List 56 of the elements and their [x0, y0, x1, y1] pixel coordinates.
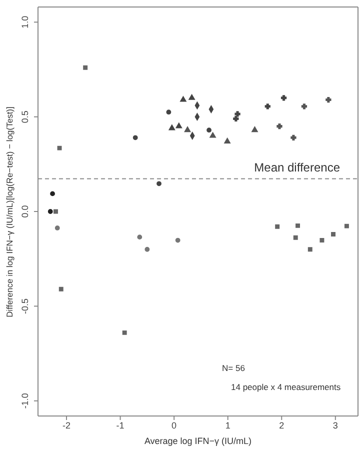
point: [54, 209, 58, 214]
point: [54, 226, 60, 230]
x-tick-label: 3: [332, 420, 338, 430]
point: [144, 246, 150, 252]
point: [326, 96, 332, 103]
y-axis-title: Difference in log IFN−γ (IU/mL)[log(Re−test) − log(Test)]: [4, 106, 14, 317]
point: [57, 146, 62, 150]
point: [180, 96, 186, 102]
point: [344, 224, 349, 228]
point: [293, 235, 298, 240]
x-tick-label: 0: [172, 420, 177, 430]
point: [233, 116, 239, 122]
point: [264, 104, 270, 110]
point: [122, 330, 127, 335]
point: [137, 234, 142, 240]
point: [190, 132, 195, 140]
point: [234, 111, 240, 117]
point: [132, 135, 138, 140]
point: [252, 126, 258, 132]
point: [224, 138, 230, 144]
y-tick-label: 1.0: [20, 16, 30, 28]
point: [83, 65, 88, 70]
point: [331, 232, 336, 236]
y-tick-label: -1.0: [20, 393, 30, 409]
point: [206, 128, 212, 133]
annotation: N= 56: [222, 363, 245, 373]
point: [175, 238, 180, 243]
point: [320, 238, 324, 243]
ref-line-label: Mean difference: [254, 160, 340, 175]
x-tick-label: 2: [279, 420, 284, 430]
point: [290, 134, 296, 140]
point: [208, 106, 214, 113]
point: [280, 95, 287, 101]
point: [276, 123, 282, 130]
point: [168, 124, 176, 130]
point: [58, 286, 64, 292]
point: [275, 224, 280, 229]
annotation: 14 people x 4 measurements: [231, 382, 341, 392]
point: [156, 181, 162, 186]
y-tick-label: -0.5: [20, 298, 30, 314]
x-tick-label: 1: [225, 420, 230, 430]
point: [166, 110, 172, 115]
point: [296, 223, 300, 228]
point: [301, 104, 308, 110]
point: [210, 132, 216, 138]
point: [176, 122, 182, 128]
point: [184, 126, 191, 132]
point: [188, 94, 195, 100]
y-tick-label: 0.5: [20, 110, 30, 124]
x-axis-title: Average log IFN−γ (IU/mL): [143, 436, 253, 446]
x-tick-label: -2: [62, 420, 71, 430]
point: [48, 209, 53, 214]
x-tick-label: -1: [116, 420, 124, 430]
y-tick-label: 0.0: [20, 205, 30, 218]
point: [50, 191, 55, 196]
point: [308, 247, 312, 252]
